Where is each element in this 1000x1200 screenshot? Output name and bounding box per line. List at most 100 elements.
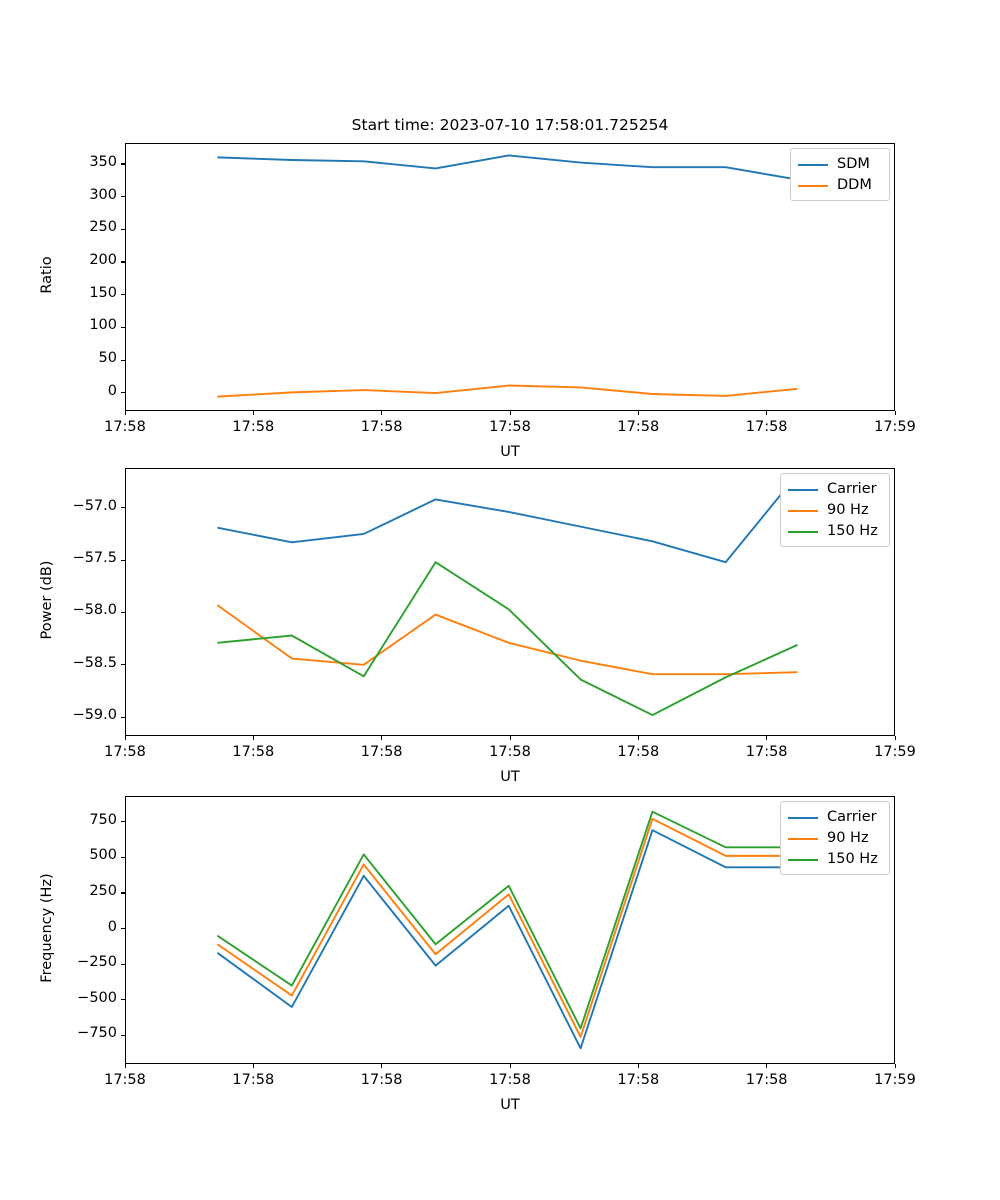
ytick-label: −500 xyxy=(77,989,117,1006)
xtick-label: 17:58 xyxy=(232,419,275,435)
series-line-ddm xyxy=(217,384,798,398)
legend-top: SDM DDM xyxy=(790,148,890,201)
legend-label: 90 Hz xyxy=(827,502,869,519)
legend-middle: Carrier 90 Hz 150 Hz xyxy=(780,473,890,547)
xtick-mark xyxy=(894,1064,896,1069)
xtick-label: 17:58 xyxy=(617,744,660,760)
xtick-mark xyxy=(509,1064,511,1069)
ytick-label: 250 xyxy=(89,882,117,899)
ytick-label: −59.0 xyxy=(72,707,117,724)
ytick-label: −57.0 xyxy=(72,497,117,514)
legend-item: DDM xyxy=(798,175,882,196)
legend-swatch-ddm xyxy=(798,184,828,187)
ytick-mark xyxy=(120,261,125,263)
legend-item: Carrier xyxy=(788,479,882,500)
xtick-mark xyxy=(894,411,896,416)
series-line-90-hz xyxy=(216,604,798,676)
ytick-mark xyxy=(120,294,125,296)
ytick-mark xyxy=(120,716,125,718)
xtick-mark xyxy=(894,736,896,741)
ytick-mark xyxy=(120,856,125,858)
ytick-mark xyxy=(120,892,125,894)
legend-swatch-150-hz xyxy=(788,858,818,861)
xtick-label: 17:58 xyxy=(745,744,788,760)
ytick-mark xyxy=(120,1034,125,1037)
xtick-mark xyxy=(252,411,254,416)
xtick-mark xyxy=(509,736,511,741)
xtick-mark xyxy=(124,1064,126,1069)
ytick-label: 0 xyxy=(107,382,117,399)
xaxis-label-middle: UT xyxy=(500,769,520,785)
xtick-mark xyxy=(252,1064,254,1069)
series-line-carrier xyxy=(217,473,799,564)
series-line-150-hz xyxy=(217,561,798,717)
axes-frame-top xyxy=(125,143,895,411)
ytick-mark xyxy=(120,928,125,930)
ytick-mark xyxy=(120,326,125,328)
xtick-label: 17:58 xyxy=(745,419,788,435)
xtick-label: 17:58 xyxy=(745,1072,788,1088)
ytick-label: 300 xyxy=(89,186,117,203)
series-line-150-hz xyxy=(216,810,798,1030)
ytick-label: 0 xyxy=(107,918,117,935)
ytick-mark xyxy=(120,163,125,165)
ytick-mark xyxy=(120,664,125,666)
ytick-mark xyxy=(120,999,125,1001)
ytick-mark xyxy=(120,559,125,561)
xtick-mark xyxy=(637,1064,639,1069)
xtick-mark xyxy=(637,411,639,416)
legend-swatch-carrier xyxy=(788,816,818,819)
xtick-mark xyxy=(381,411,383,416)
ytick-mark xyxy=(120,611,125,614)
legend-item: 150 Hz xyxy=(788,521,882,542)
xaxis-label-bottom: UT xyxy=(500,1097,520,1113)
ytick-mark xyxy=(120,821,125,823)
ytick-label: 250 xyxy=(89,219,117,236)
ytick-label: −250 xyxy=(77,954,117,971)
axes-frame-bottom xyxy=(125,796,895,1064)
xtick-mark xyxy=(124,411,126,416)
xtick-label: 17:58 xyxy=(489,419,531,435)
xtick-mark xyxy=(252,736,254,741)
ytick-mark xyxy=(120,392,125,394)
legend-bottom: Carrier 90 Hz 150 Hz xyxy=(780,801,890,875)
ytick-label: 350 xyxy=(89,153,117,170)
legend-item: SDM xyxy=(798,154,882,175)
ytick-mark xyxy=(120,196,125,198)
xtick-mark xyxy=(766,411,768,416)
xtick-label: 17:58 xyxy=(489,744,531,760)
legend-label: Carrier xyxy=(827,809,877,826)
ytick-label: 750 xyxy=(89,811,117,828)
series-line-carrier xyxy=(216,829,798,1050)
ytick-label: 200 xyxy=(89,251,117,268)
xtick-label: 17:58 xyxy=(104,1072,146,1088)
legend-item: 90 Hz xyxy=(788,500,882,521)
legend-label: 150 Hz xyxy=(827,523,878,540)
legend-label: 90 Hz xyxy=(827,830,869,847)
xtick-label: 17:58 xyxy=(617,1072,660,1088)
series-line-90-hz xyxy=(216,817,798,1038)
xtick-mark xyxy=(766,736,768,741)
xtick-label: 17:59 xyxy=(874,1072,916,1088)
page-title: Start time: 2023-07-10 17:58:01.725254 xyxy=(351,116,669,134)
ytick-mark xyxy=(120,963,125,965)
xtick-label: 17:58 xyxy=(232,1072,275,1088)
xtick-mark xyxy=(509,411,511,416)
legend-swatch-90-hz xyxy=(788,837,818,840)
series-line-sdm xyxy=(217,154,798,181)
xtick-mark xyxy=(381,736,383,741)
legend-item: 90 Hz xyxy=(788,828,882,849)
ytick-label: −58.5 xyxy=(72,654,117,671)
ytick-label: −57.5 xyxy=(72,550,117,567)
ytick-mark xyxy=(120,228,125,230)
legend-label: Carrier xyxy=(827,481,877,498)
xtick-label: 17:58 xyxy=(232,744,275,760)
ytick-label: −750 xyxy=(77,1025,117,1042)
xtick-label: 17:58 xyxy=(360,419,403,435)
ytick-label: 500 xyxy=(89,847,117,864)
